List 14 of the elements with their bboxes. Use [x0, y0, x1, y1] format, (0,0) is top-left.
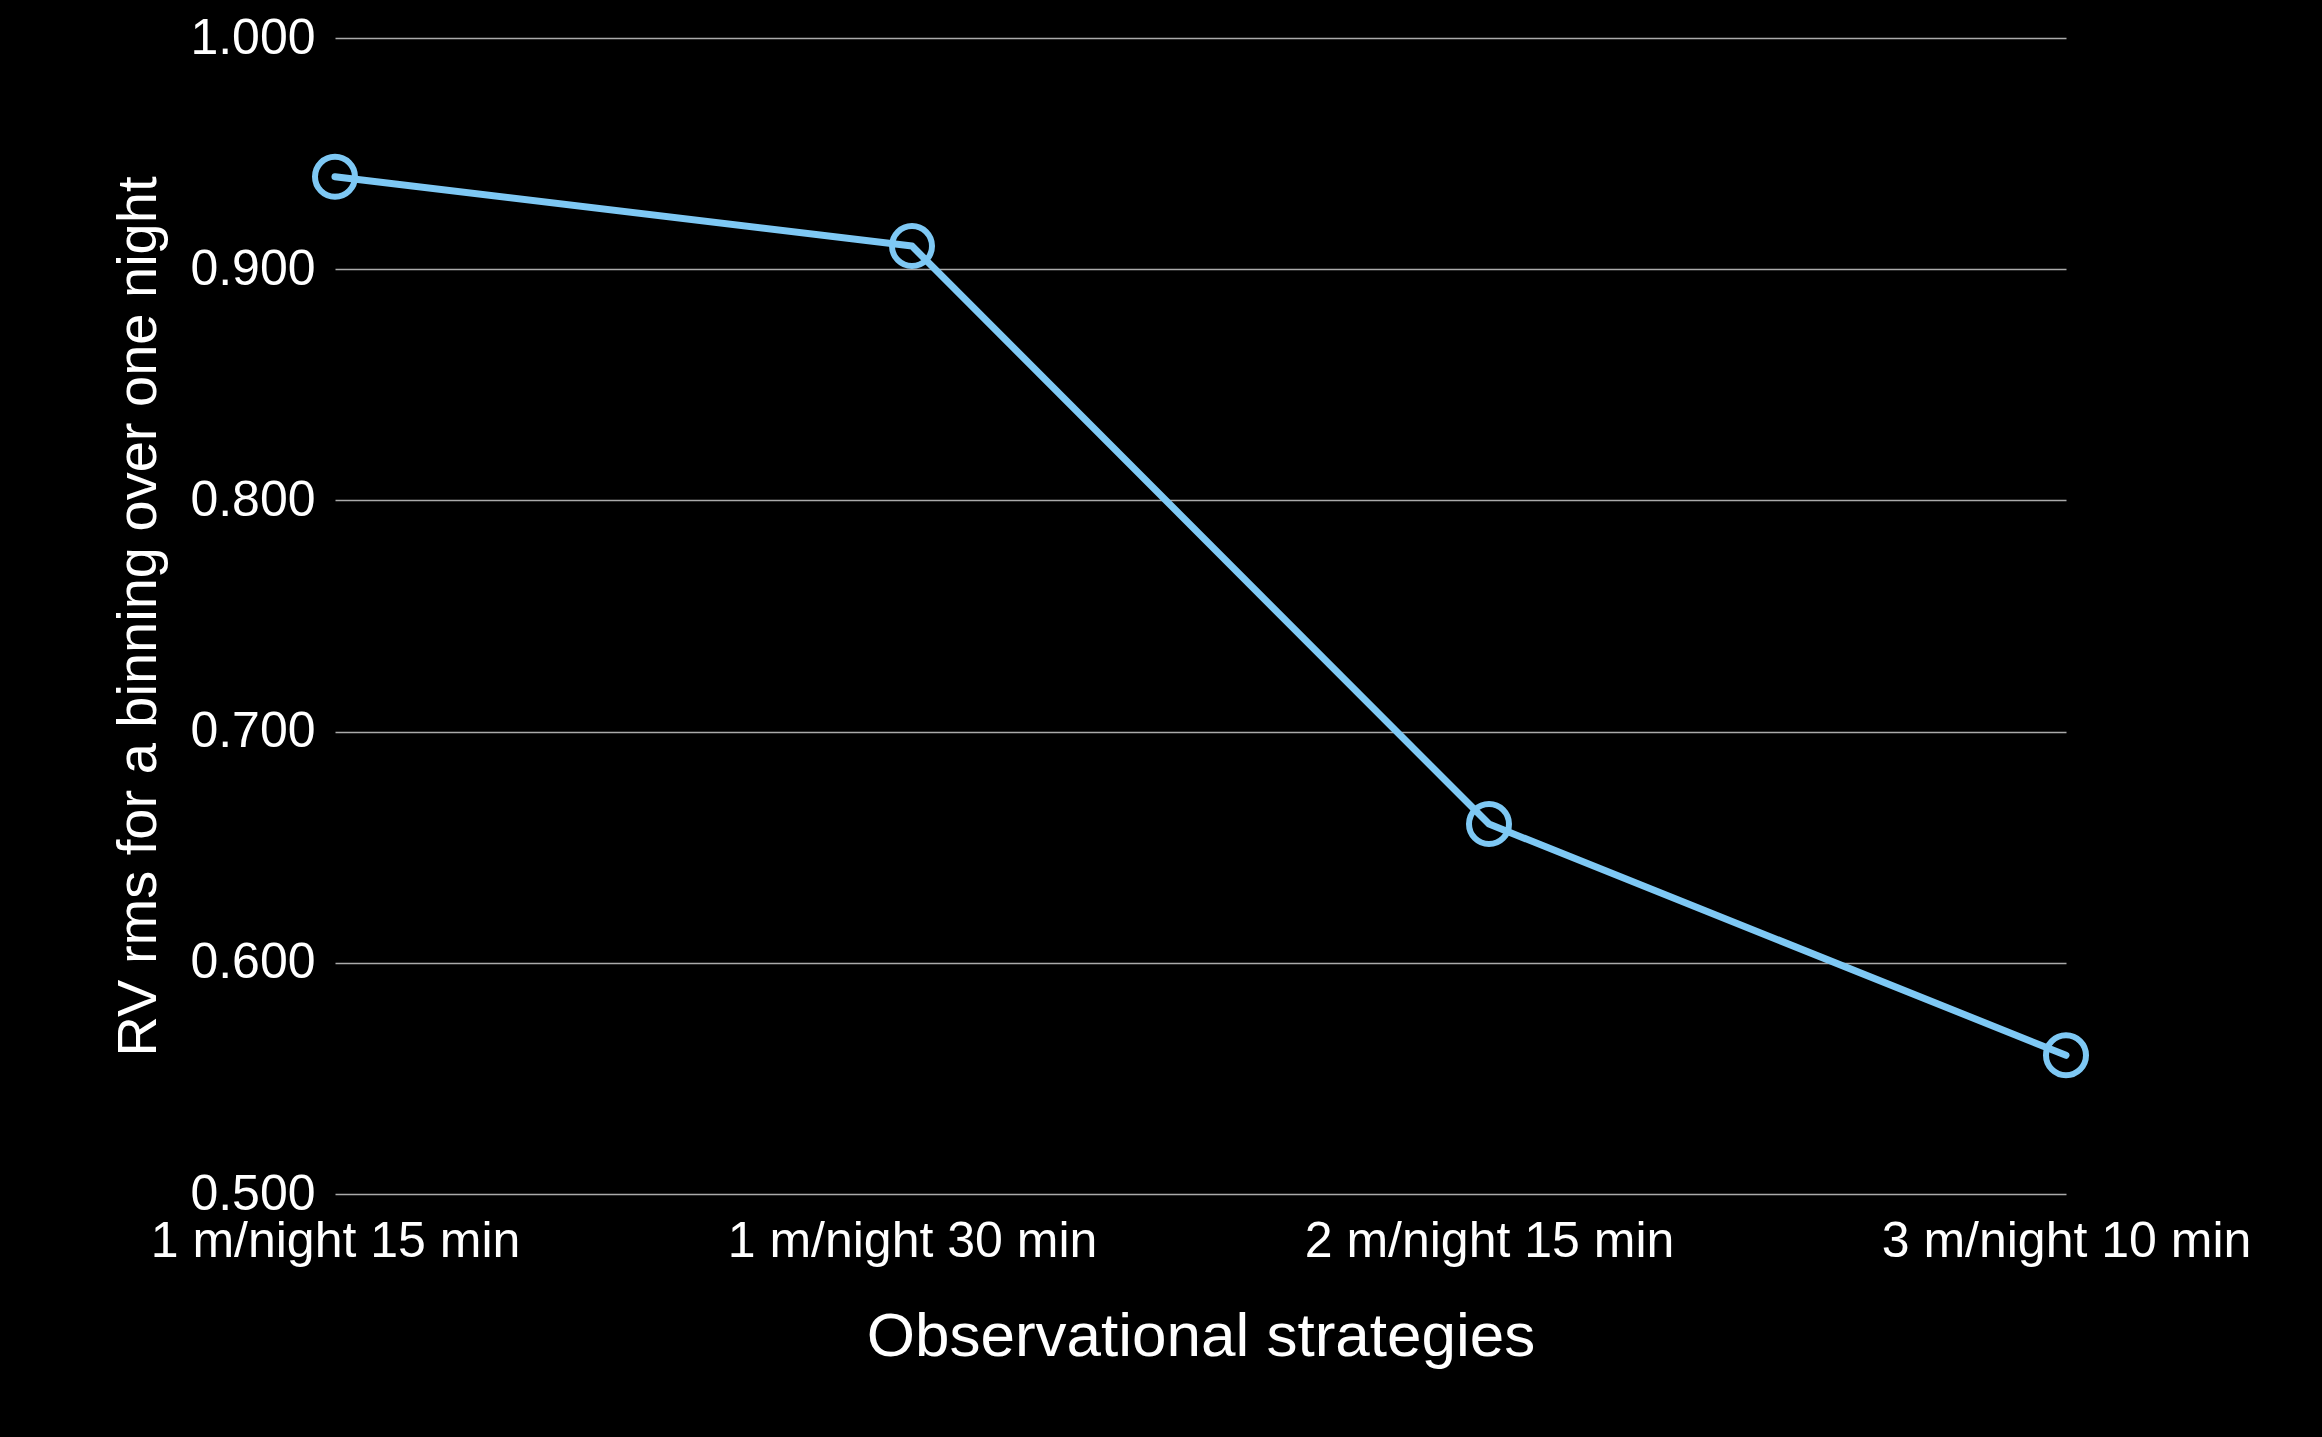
- y-tick-label: 0.700: [190, 702, 316, 759]
- point: [1466, 801, 1512, 848]
- y-tick-label: 0.600: [190, 933, 316, 990]
- x-tick-label: 3 m/night 10 min: [1881, 1211, 2252, 1268]
- x-axis-title: Observational strategies: [866, 1299, 1536, 1369]
- point: [889, 223, 935, 270]
- point: [2043, 1032, 2089, 1079]
- y-tick-label: 0.800: [190, 470, 316, 527]
- y-tick-label: 1.000: [190, 8, 316, 65]
- y-tick-label: 0.900: [190, 239, 316, 296]
- x-tick-label: 2 m/night 15 min: [1304, 1211, 1675, 1268]
- point: [312, 153, 358, 200]
- x-tick-label: 1 m/night 30 min: [727, 1211, 1098, 1268]
- y-axis-title: RV rms for a binning over one night: [105, 176, 169, 1057]
